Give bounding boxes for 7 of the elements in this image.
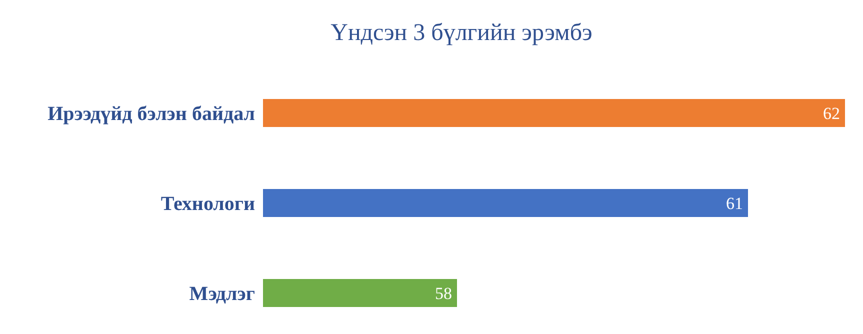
data-label: 62 [823,104,840,124]
data-label: 58 [435,284,452,304]
data-label: 61 [726,194,743,214]
y-tick-label: Технологи [160,193,255,216]
y-tick-label: Ирээдүйд бэлэн байдал [48,103,255,126]
chart-title: Үндсэн 3 бүлгийн эрэмбэ [330,19,594,48]
y-tick-label: Мэдлэг [189,283,255,306]
